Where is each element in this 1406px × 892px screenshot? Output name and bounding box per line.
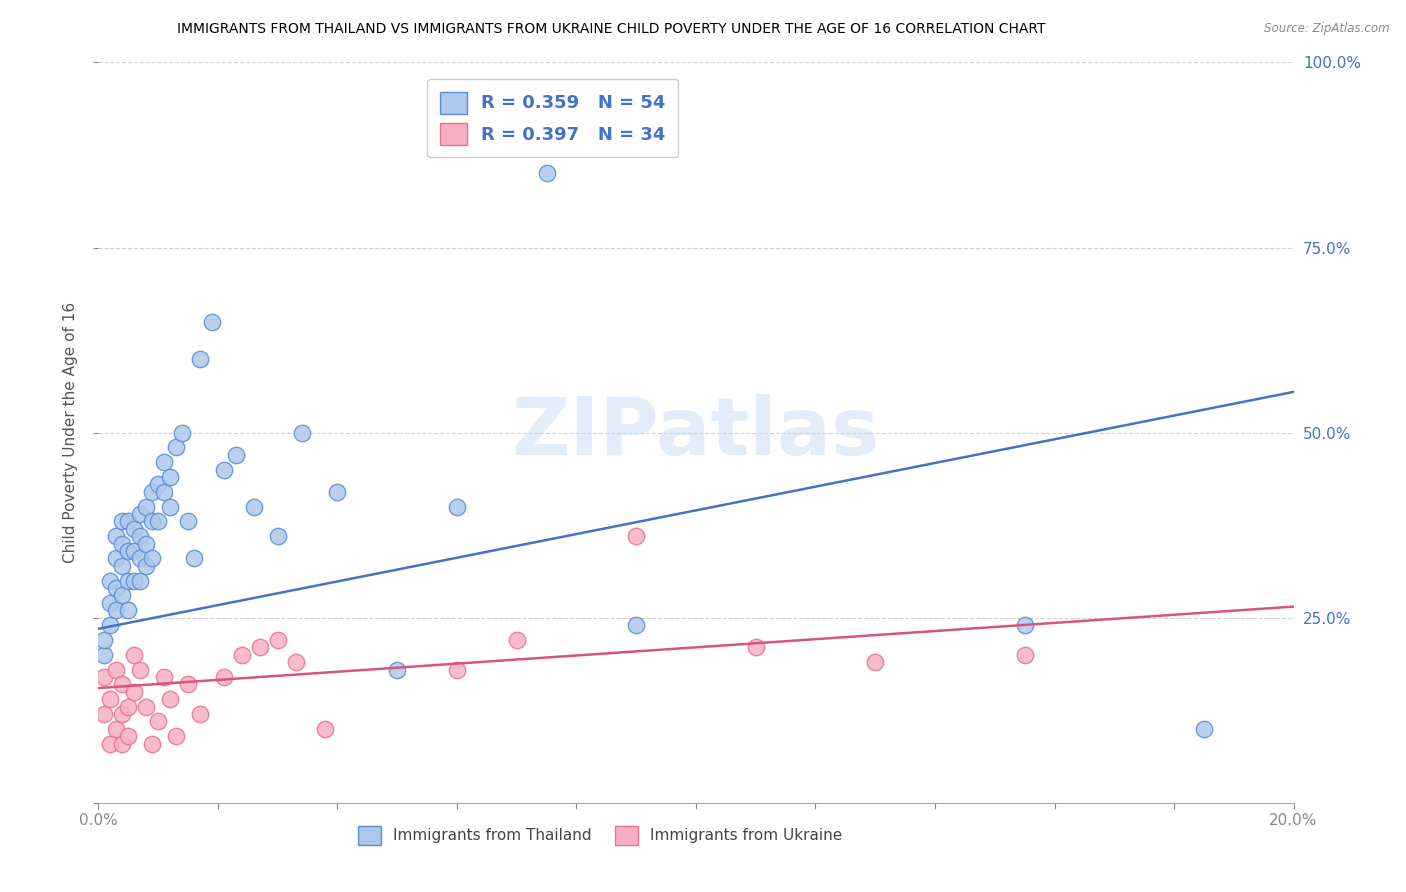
Point	[129, 663, 152, 677]
Legend: Immigrants from Thailand, Immigrants from Ukraine: Immigrants from Thailand, Immigrants fro…	[353, 820, 848, 851]
Point	[124, 522, 146, 536]
Point	[249, 640, 271, 655]
Point	[536, 166, 558, 180]
Point	[159, 692, 181, 706]
Point	[159, 470, 181, 484]
Point	[117, 699, 139, 714]
Point	[745, 640, 768, 655]
Point	[93, 648, 115, 662]
Point	[111, 677, 134, 691]
Point	[148, 714, 170, 729]
Point	[1014, 648, 1036, 662]
Point	[177, 677, 200, 691]
Point	[124, 685, 146, 699]
Point	[177, 515, 200, 529]
Point	[172, 425, 194, 440]
Point	[315, 722, 337, 736]
Point	[165, 441, 187, 455]
Point	[105, 722, 128, 736]
Point	[98, 596, 122, 610]
Point	[267, 529, 290, 543]
Point	[284, 655, 307, 669]
Point	[183, 551, 205, 566]
Point	[212, 462, 235, 476]
Point	[105, 663, 128, 677]
Point	[117, 515, 139, 529]
Point	[98, 574, 122, 588]
Point	[111, 706, 134, 721]
Point	[98, 618, 122, 632]
Point	[129, 551, 152, 566]
Point	[105, 581, 128, 595]
Point	[141, 515, 163, 529]
Point	[93, 706, 115, 721]
Point	[98, 737, 122, 751]
Point	[105, 529, 128, 543]
Point	[129, 574, 152, 588]
Point	[188, 351, 211, 366]
Text: IMMIGRANTS FROM THAILAND VS IMMIGRANTS FROM UKRAINE CHILD POVERTY UNDER THE AGE : IMMIGRANTS FROM THAILAND VS IMMIGRANTS F…	[177, 22, 1046, 37]
Point	[291, 425, 314, 440]
Point	[135, 500, 157, 514]
Point	[124, 574, 146, 588]
Point	[626, 529, 648, 543]
Point	[111, 558, 134, 573]
Point	[225, 448, 247, 462]
Point	[111, 737, 134, 751]
Point	[117, 603, 139, 617]
Y-axis label: Child Poverty Under the Age of 16: Child Poverty Under the Age of 16	[63, 302, 77, 563]
Point	[267, 632, 290, 647]
Point	[865, 655, 887, 669]
Point	[626, 618, 648, 632]
Point	[201, 314, 224, 328]
Point	[148, 515, 170, 529]
Point	[1014, 618, 1036, 632]
Point	[153, 484, 176, 499]
Point	[105, 603, 128, 617]
Point	[111, 589, 134, 603]
Point	[153, 455, 176, 469]
Point	[212, 670, 235, 684]
Point	[159, 500, 181, 514]
Point	[93, 670, 115, 684]
Point	[446, 500, 468, 514]
Point	[141, 484, 163, 499]
Point	[188, 706, 211, 721]
Point	[135, 536, 157, 550]
Point	[111, 536, 134, 550]
Point	[148, 477, 170, 491]
Point	[153, 670, 176, 684]
Point	[117, 729, 139, 743]
Point	[129, 529, 152, 543]
Point	[111, 515, 134, 529]
Point	[124, 648, 146, 662]
Point	[141, 551, 163, 566]
Text: ZIPatlas: ZIPatlas	[512, 393, 880, 472]
Point	[385, 663, 409, 677]
Point	[135, 558, 157, 573]
Point	[124, 544, 146, 558]
Point	[231, 648, 253, 662]
Point	[506, 632, 529, 647]
Point	[93, 632, 115, 647]
Point	[117, 544, 139, 558]
Point	[135, 699, 157, 714]
Text: Source: ZipAtlas.com: Source: ZipAtlas.com	[1264, 22, 1389, 36]
Point	[446, 663, 468, 677]
Point	[165, 729, 187, 743]
Point	[1192, 722, 1215, 736]
Point	[98, 692, 122, 706]
Point	[105, 551, 128, 566]
Point	[117, 574, 139, 588]
Point	[129, 507, 152, 521]
Point	[141, 737, 163, 751]
Point	[243, 500, 266, 514]
Point	[326, 484, 349, 499]
